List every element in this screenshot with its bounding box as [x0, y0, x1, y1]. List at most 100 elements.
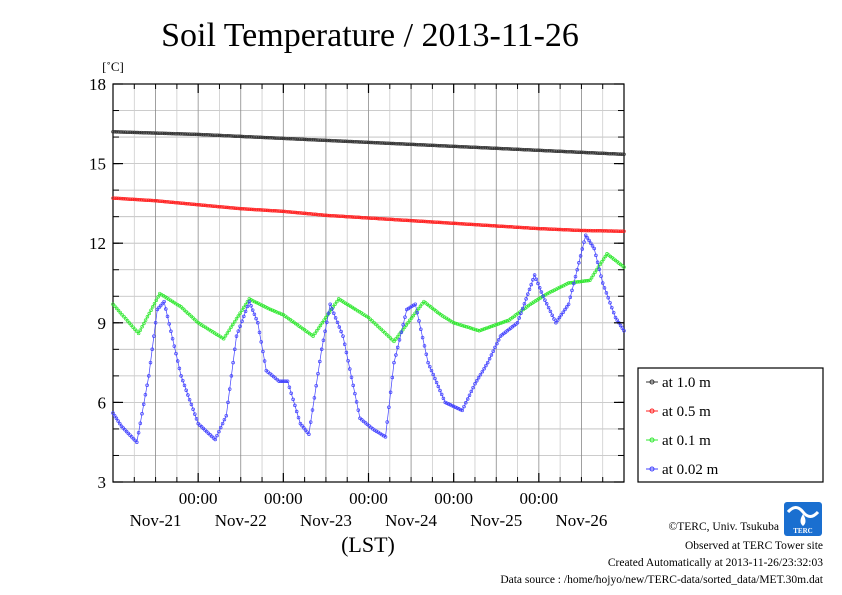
data-point — [299, 211, 303, 215]
data-point — [405, 218, 410, 223]
data-point — [341, 139, 346, 143]
data-point — [485, 223, 490, 228]
data-point — [496, 146, 500, 151]
data-point — [338, 139, 342, 143]
data-point — [179, 374, 183, 378]
data-point — [446, 402, 451, 406]
data-point — [247, 135, 252, 139]
data-point — [219, 205, 223, 209]
logo-text: TERC — [793, 527, 812, 535]
data-point — [240, 319, 244, 324]
data-point — [485, 146, 490, 150]
data-point — [424, 352, 429, 357]
data-point — [292, 210, 296, 215]
x-date-tick-label: Nov-25 — [470, 511, 522, 530]
x-time-tick-label: 00:00 — [179, 489, 218, 508]
legend-label: at 0.02 m — [662, 462, 719, 478]
data-point — [604, 291, 609, 295]
data-point — [309, 212, 314, 216]
data-point — [350, 139, 355, 144]
data-point — [444, 221, 449, 225]
data-point — [293, 403, 297, 408]
data-point — [457, 144, 461, 149]
data-point — [231, 360, 235, 365]
data-point — [414, 142, 419, 147]
data-point — [613, 229, 617, 233]
data-point — [572, 150, 577, 154]
data-point — [508, 225, 513, 229]
data-point — [512, 147, 516, 151]
data-point — [475, 328, 480, 332]
data-point — [515, 321, 520, 325]
data-point — [345, 214, 349, 219]
data-point — [274, 310, 278, 314]
data-point — [496, 322, 501, 326]
data-point — [166, 131, 170, 136]
data-point — [467, 145, 472, 149]
data-point — [419, 219, 424, 224]
data-point — [219, 133, 223, 138]
data-point — [386, 217, 390, 221]
data-point — [322, 318, 326, 322]
data-point — [390, 375, 395, 380]
data-point — [337, 325, 342, 329]
data-point — [192, 132, 197, 137]
data-point — [287, 385, 292, 389]
data-point — [418, 219, 422, 223]
data-point — [582, 279, 587, 283]
data-point — [383, 435, 388, 439]
data-point — [340, 139, 344, 143]
data-point — [244, 207, 248, 211]
data-point — [467, 393, 472, 397]
data-point — [379, 217, 383, 221]
data-point — [292, 137, 296, 141]
y-tick-label: 15 — [89, 155, 106, 174]
data-point — [113, 130, 117, 134]
data-point — [423, 219, 428, 224]
data-point — [486, 325, 490, 330]
data-point — [515, 225, 520, 230]
data-point — [294, 210, 298, 215]
data-point — [451, 321, 456, 325]
data-point — [549, 227, 554, 231]
data-point — [162, 131, 167, 136]
data-point — [490, 223, 495, 228]
data-point — [464, 222, 468, 226]
data-point — [420, 302, 424, 306]
data-point — [368, 216, 373, 220]
data-point — [359, 140, 364, 144]
data-point — [416, 219, 420, 223]
data-point — [118, 421, 122, 426]
data-point — [421, 143, 426, 147]
data-point — [208, 133, 213, 137]
data-point — [242, 134, 247, 139]
data-point — [388, 217, 392, 222]
data-point — [524, 226, 529, 230]
data-point — [234, 317, 239, 321]
data-point — [377, 141, 381, 145]
data-point — [558, 227, 562, 232]
data-point — [470, 326, 474, 331]
data-point — [270, 208, 275, 213]
data-point — [194, 417, 199, 421]
data-point — [478, 372, 483, 377]
data-point — [341, 334, 345, 338]
data-point — [160, 301, 165, 306]
data-point — [461, 323, 465, 328]
data-point — [359, 215, 364, 220]
data-point — [235, 134, 239, 138]
data-point — [457, 322, 461, 327]
data-point — [459, 144, 463, 149]
data-point — [384, 141, 388, 145]
data-point — [254, 135, 259, 139]
data-point — [243, 309, 248, 314]
data-point — [187, 132, 192, 136]
footer-created: Created Automatically at 2013-11-26/23:3… — [608, 557, 823, 569]
data-point — [448, 403, 453, 407]
data-point — [514, 225, 518, 229]
data-point — [493, 345, 497, 350]
data-point — [446, 221, 451, 225]
data-point — [478, 145, 483, 150]
data-point — [462, 145, 467, 149]
data-point — [173, 200, 177, 205]
